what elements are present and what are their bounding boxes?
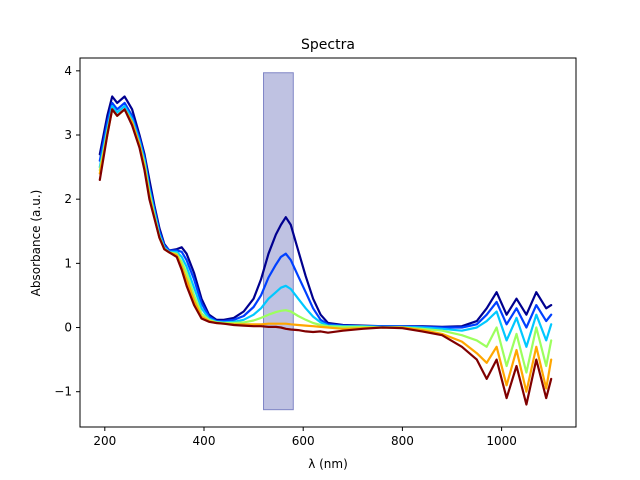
chart-title: Spectra — [301, 37, 355, 53]
plot-frame — [79, 57, 577, 428]
y-tick-label: −1 — [54, 385, 72, 399]
series-layer — [98, 95, 553, 406]
series-line-0 — [98, 95, 553, 328]
x-tick-label: 600 — [292, 434, 315, 448]
y-tick-label: 2 — [64, 192, 72, 206]
y-axis-label: Absorbance (a.u.) — [29, 190, 43, 297]
x-axis-label: λ (nm) — [308, 457, 348, 471]
y-tick-label: 3 — [64, 128, 72, 142]
highlight-region-layer — [263, 72, 294, 411]
x-tick-label: 1000 — [486, 434, 517, 448]
y-tick-label: 1 — [64, 256, 72, 270]
y-tick-label: 0 — [64, 321, 72, 335]
y-axis: −1 0 1 2 3 4 — [54, 64, 80, 399]
y-tick-label: 4 — [64, 64, 72, 78]
series-line-5 — [98, 108, 553, 406]
highlight-region — [263, 72, 294, 411]
x-tick-label: 400 — [193, 434, 216, 448]
x-tick-label: 800 — [391, 434, 414, 448]
x-axis: 200 400 600 800 1000 — [93, 427, 517, 448]
x-tick-label: 200 — [93, 434, 116, 448]
